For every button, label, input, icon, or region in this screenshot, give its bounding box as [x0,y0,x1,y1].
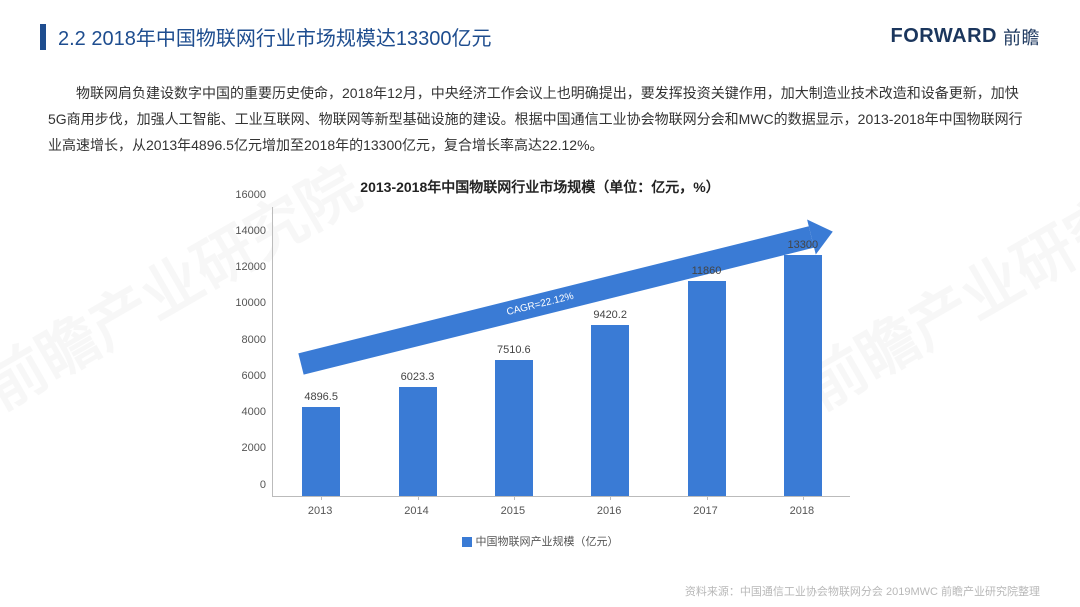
bar-value-label: 11860 [692,265,722,277]
x-tick-label: 2016 [597,505,621,517]
brand-logo: FORWARD 前瞻 [891,24,1040,50]
title-accent-bar [40,24,46,50]
bar-value-label: 4896.5 [304,391,338,403]
y-tick-label: 14000 [235,225,266,237]
x-tick-label: 2015 [501,505,525,517]
bar-value-label: 9420.2 [593,309,627,321]
page-title: 2.2 2018年中国物联网行业市场规模达13300亿元 [58,22,891,51]
x-tick-label: 2014 [404,505,428,517]
x-tick-mark [803,496,804,500]
logo-text-en: FORWARD [891,25,997,48]
x-tick-label: 2017 [693,505,717,517]
body-paragraph: 物联网肩负建设数字中国的重要历史使命，2018年12月，中央经济工作会议上也明确… [0,63,1080,159]
legend-label: 中国物联网产业规模（亿元） [476,536,619,548]
y-tick-label: 4000 [242,406,266,418]
bar-value-label: 7510.6 [497,344,531,356]
y-tick-label: 10000 [235,297,266,309]
y-tick-label: 0 [260,479,266,491]
x-tick-mark [610,496,611,500]
logo-text-cn: 前瞻 [1003,24,1040,50]
y-tick-label: 2000 [242,442,266,454]
x-tick-label: 2013 [308,505,332,517]
chart-legend: 中国物联网产业规模（亿元） [0,533,1080,549]
x-tick-mark [707,496,708,500]
y-tick-label: 16000 [235,189,266,201]
y-tick-label: 6000 [242,370,266,382]
y-tick-label: 12000 [235,261,266,273]
cagr-arrow: CAGR=22.12% [298,221,835,375]
bar-value-label: 6023.3 [401,371,435,383]
bar: 13300 [784,255,822,496]
x-tick-mark [321,496,322,500]
x-tick-mark [418,496,419,500]
y-axis: 0200040006000800010000120001400016000 [220,207,272,497]
plot-area: CAGR=22.12% 4896.5 6023.3 7510.6 9420.2 1186… [272,207,850,497]
chart-title: 2013-2018年中国物联网行业市场规模（单位：亿元，%） [0,177,1080,197]
bar-chart: 0200040006000800010000120001400016000 CA… [220,207,860,527]
x-tick-label: 2018 [790,505,814,517]
y-tick-label: 8000 [242,334,266,346]
legend-swatch [462,537,472,547]
bar-value-label: 13300 [788,239,819,251]
bar: 7510.6 [495,360,533,496]
bar: 6023.3 [399,387,437,496]
bar: 11860 [688,281,726,496]
bar: 9420.2 [591,325,629,496]
source-text: 资料来源：中国通信工业协会物联网分会 2019MWC 前瞻产业研究院整理 [685,583,1040,599]
header: 2.2 2018年中国物联网行业市场规模达13300亿元 FORWARD 前瞻 [0,0,1080,63]
x-tick-mark [514,496,515,500]
bar: 4896.5 [302,407,340,496]
